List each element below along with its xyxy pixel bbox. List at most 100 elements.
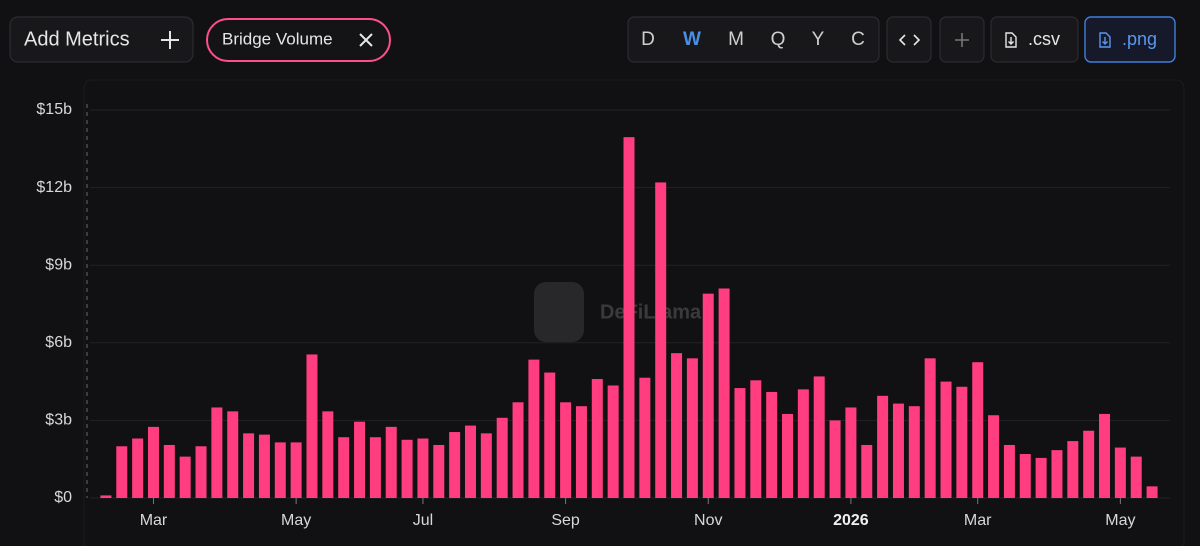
plus-icon	[161, 31, 179, 49]
x-tick-label: Sep	[551, 512, 580, 529]
bar	[1114, 447, 1126, 498]
bar	[1099, 413, 1111, 498]
add-chart-button[interactable]	[939, 16, 985, 63]
x-tick-label: May	[1105, 512, 1135, 529]
interval-button[interactable]: C	[851, 29, 865, 50]
bar	[671, 353, 683, 498]
bar	[655, 182, 667, 498]
x-tick-label: Mar	[964, 512, 992, 529]
bar	[892, 403, 904, 498]
bar	[306, 354, 318, 498]
bar	[1067, 441, 1079, 498]
interval-button[interactable]: M	[728, 29, 744, 50]
remove-icon[interactable]	[359, 33, 373, 47]
watermark-text: DeFiLlama	[600, 301, 702, 323]
bar	[354, 421, 366, 498]
bar	[924, 358, 936, 498]
bar	[211, 407, 223, 498]
bar	[290, 442, 302, 498]
bar	[956, 386, 968, 498]
interval-button[interactable]: Q	[771, 29, 786, 50]
bar	[861, 444, 873, 498]
bar	[845, 407, 857, 498]
bar	[639, 377, 651, 498]
png-label: .png	[1122, 29, 1157, 49]
bar	[496, 417, 508, 498]
bar	[750, 380, 762, 498]
bar	[607, 385, 619, 498]
bar	[575, 406, 587, 498]
bar	[940, 381, 952, 498]
embed-button[interactable]	[886, 16, 932, 63]
bar	[1019, 454, 1031, 498]
interval-button[interactable]: Y	[812, 29, 825, 50]
y-tick-label: $12b	[36, 179, 72, 196]
y-tick-label: $3b	[45, 412, 72, 429]
bar	[782, 413, 794, 498]
bar	[322, 411, 334, 498]
bar	[258, 434, 270, 498]
add-metrics-label: Add Metrics	[24, 28, 130, 50]
bar	[1083, 430, 1095, 498]
bar	[908, 406, 920, 498]
interval-button[interactable]: D	[641, 29, 655, 50]
bar	[797, 389, 809, 498]
bar	[1130, 456, 1142, 498]
png-button[interactable]: .png	[1084, 16, 1176, 63]
bar	[877, 395, 889, 498]
bar	[480, 433, 492, 498]
bar	[702, 293, 714, 498]
bar	[1035, 457, 1047, 498]
add-metrics-button[interactable]: Add Metrics	[9, 16, 194, 63]
y-tick-label: $9b	[45, 256, 72, 273]
bar	[972, 362, 984, 498]
bar	[116, 446, 128, 498]
bar	[544, 372, 556, 498]
bar	[734, 388, 746, 498]
bar	[417, 438, 429, 498]
bar	[147, 426, 159, 498]
bar	[401, 439, 413, 498]
csv-button[interactable]: .csv	[990, 16, 1079, 63]
bar	[464, 425, 476, 498]
bar	[338, 437, 350, 498]
y-tick-label: $0	[54, 489, 72, 506]
metric-chip-label: Bridge Volume	[222, 29, 333, 48]
csv-label: .csv	[1028, 29, 1060, 49]
x-tick-label: Jul	[413, 512, 433, 529]
bar	[988, 415, 1000, 498]
bar	[766, 391, 778, 498]
bar	[163, 444, 175, 498]
bar	[132, 438, 144, 498]
x-tick-label: Nov	[694, 512, 722, 529]
bar	[449, 432, 461, 498]
bar	[718, 288, 730, 498]
bar	[512, 402, 524, 498]
bar	[274, 442, 286, 498]
y-tick-label: $15b	[36, 101, 72, 118]
interval-button[interactable]: W	[683, 29, 701, 50]
bar	[1146, 486, 1158, 498]
bar	[623, 137, 635, 498]
bar	[385, 426, 397, 498]
bar	[813, 376, 825, 498]
bar	[686, 358, 698, 498]
interval-group	[627, 16, 880, 63]
x-tick-label: Mar	[140, 512, 168, 529]
bar	[528, 359, 540, 498]
metric-chip[interactable]: Bridge Volume	[206, 18, 391, 62]
bar	[100, 495, 112, 498]
bar	[243, 433, 255, 498]
bar	[179, 456, 191, 498]
bar	[1003, 444, 1015, 498]
bar	[369, 437, 381, 498]
bar	[1051, 450, 1063, 498]
bar	[227, 411, 239, 498]
bar	[829, 420, 841, 498]
x-tick-label: May	[281, 512, 311, 529]
bar	[195, 446, 207, 498]
x-tick-label: 2026	[833, 512, 869, 529]
bar	[433, 444, 445, 498]
